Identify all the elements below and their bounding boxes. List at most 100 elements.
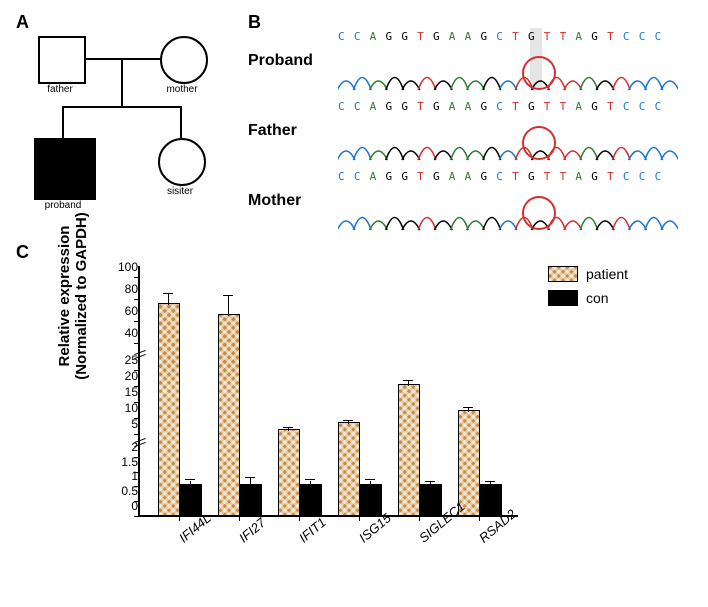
bar-patient	[278, 429, 300, 516]
sequence-letters: CCAGGTGAAGCTGTTAGTCCC	[338, 170, 678, 183]
error-cap	[365, 479, 375, 480]
pedigree-proband	[34, 138, 96, 200]
legend-item-patient: patient	[548, 266, 678, 282]
y-axis-label: Relative expression (Normalized to GAPDH…	[56, 196, 90, 396]
bar-con	[360, 484, 382, 516]
x-tick-mark	[239, 516, 240, 521]
y-tick-mark	[134, 386, 138, 387]
legend-label-con: con	[586, 290, 609, 306]
x-tick-mark	[479, 516, 480, 521]
barchart-panel: Relative expression (Normalized to GAPDH…	[48, 256, 688, 596]
sequence-letters: CCAGGTGAAGCTGTTAGTCCC	[338, 100, 678, 113]
y-tick-mark	[134, 486, 138, 487]
chromatogram-svg	[338, 184, 678, 232]
pedigree-father-label: father	[34, 84, 86, 95]
y-tick-mark	[134, 516, 138, 517]
y-tick-label: 60	[108, 304, 138, 318]
legend-swatch-patient	[548, 266, 578, 282]
error-cap	[185, 479, 195, 480]
bar-patient	[458, 410, 480, 516]
chromatogram-row-label: Proband	[248, 52, 313, 70]
error-cap	[305, 479, 315, 480]
chromatogram-panel: ProbandCCAGGTGAAGCTGTTAGTCCCFatherCCAGGT…	[248, 16, 688, 236]
bar-patient	[398, 384, 420, 516]
chromatogram-trace: CCAGGTGAAGCTGTTAGTCCC	[338, 168, 678, 234]
pedigree-line	[62, 106, 182, 108]
axis-break-icon	[134, 438, 146, 448]
error-bar	[310, 481, 311, 487]
pedigree-mother	[160, 36, 208, 84]
y-tick-mark	[134, 370, 138, 371]
chromatogram-row: MotherCCAGGTGAAGCTGTTAGTCCC	[248, 168, 688, 234]
y-tick-label: 15	[108, 385, 138, 399]
error-bar	[408, 381, 409, 386]
x-tick-mark	[299, 516, 300, 521]
bar-con	[180, 484, 202, 516]
error-cap	[343, 420, 353, 421]
legend-swatch-con	[548, 290, 578, 306]
pedigree-sister-label: sisiter	[154, 186, 206, 197]
legend: patient con	[548, 266, 678, 314]
bar-con	[240, 484, 262, 516]
y-tick-mark	[134, 501, 138, 502]
y-tick-mark	[134, 321, 138, 322]
x-tick-label: IFIT1	[296, 514, 329, 545]
bar-patient	[218, 314, 240, 517]
y-tick-mark	[134, 472, 138, 473]
error-bar	[468, 408, 469, 412]
error-bar	[190, 481, 191, 487]
y-tick-label: 5	[108, 417, 138, 431]
y-tick-mark	[134, 343, 138, 344]
pedigree-father	[38, 36, 86, 84]
error-bar	[228, 296, 229, 316]
figure-container: A father mother proband sisiter B Proban…	[8, 8, 700, 599]
chromatogram-trace: CCAGGTGAAGCTGTTAGTCCC	[338, 28, 678, 94]
x-tick-mark	[419, 516, 420, 521]
error-bar	[288, 428, 289, 431]
chromatogram-row: Proband CCAGGTGAAGCTGTTAGTCCC	[248, 28, 688, 94]
error-cap	[163, 293, 173, 294]
y-tick-mark	[134, 418, 138, 419]
pedigree-sister	[158, 138, 206, 186]
x-tick-label: IFI27	[236, 515, 268, 546]
x-tick-mark	[179, 516, 180, 521]
pedigree-mother-label: mother	[156, 84, 208, 95]
error-cap	[485, 481, 495, 482]
legend-item-con: con	[548, 290, 678, 306]
bar-patient	[338, 422, 360, 516]
error-cap	[403, 380, 413, 381]
sequence-letters: CCAGGTGAAGCTGTTAGTCCC	[338, 30, 678, 43]
y-tick-mark	[134, 457, 138, 458]
pedigree-line	[62, 106, 64, 138]
bar-con	[480, 484, 502, 516]
error-cap	[223, 295, 233, 296]
x-tick-mark	[359, 516, 360, 521]
y-tick-mark	[134, 277, 138, 278]
y-tick-label: 100	[108, 260, 138, 274]
pedigree-line	[180, 106, 182, 138]
chromatogram-row: FatherCCAGGTGAAGCTGTTAGTCCC	[248, 98, 688, 164]
bar-patient	[158, 303, 180, 517]
error-bar	[370, 481, 371, 487]
error-cap	[245, 477, 255, 478]
error-cap	[463, 407, 473, 408]
error-cap	[283, 427, 293, 428]
legend-label-patient: patient	[586, 266, 628, 282]
pedigree-panel: father mother proband sisiter	[18, 26, 228, 226]
error-bar	[490, 482, 491, 486]
error-bar	[430, 482, 431, 486]
error-bar	[250, 478, 251, 487]
bar-con	[300, 484, 322, 516]
y-tick-label: 10	[108, 401, 138, 415]
y-tick-label: 80	[108, 282, 138, 296]
y-tick-label: 40	[108, 326, 138, 340]
chromatogram-svg	[338, 114, 678, 162]
chromatogram-svg	[338, 44, 678, 92]
chromatogram-trace: CCAGGTGAAGCTGTTAGTCCC	[338, 98, 678, 164]
bar-con	[420, 484, 442, 516]
y-tick-mark	[134, 299, 138, 300]
y-axis-label-line2: (Normalized to GAPDH)	[73, 196, 90, 396]
y-tick-label: 20	[108, 369, 138, 383]
pedigree-line	[121, 58, 123, 106]
y-axis-line	[138, 266, 140, 516]
